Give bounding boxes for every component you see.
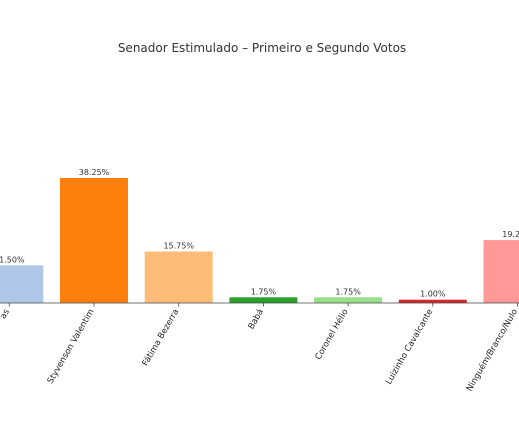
x-tick-label-3: Fátima Bezerra — [141, 308, 182, 368]
data-label-5: 1.75% — [335, 287, 361, 296]
data-label-3: 15.75% — [163, 242, 194, 251]
x-tick-label-6: Luizinho Cavalcante — [384, 308, 435, 387]
data-label-2: 38.25% — [79, 168, 110, 177]
bar-1 — [0, 265, 44, 303]
x-tick-label-2: Styvenson Valentim — [46, 308, 97, 386]
x-tick-label-1: as — [0, 307, 12, 321]
bar-4 — [229, 297, 298, 303]
chart-title: Senador Estimulado – Primeiro e Segundo … — [118, 41, 406, 55]
x-tick-label-7: Ninguém/Branco/Nulo — [464, 307, 519, 393]
data-label-6: 1.00% — [420, 290, 446, 299]
bar-5 — [314, 297, 383, 303]
bar-7 — [483, 240, 519, 303]
x-tick-label-4: Babá — [247, 308, 266, 332]
data-label-7: 19.25% — [502, 230, 519, 239]
data-label-1: 11.50% — [0, 255, 25, 264]
bar-2 — [60, 178, 128, 303]
x-tick-label-5: Coronel Hélio — [313, 307, 351, 362]
bar-6 — [398, 299, 467, 303]
bar-3 — [144, 251, 213, 303]
data-label-4: 1.75% — [251, 287, 277, 296]
